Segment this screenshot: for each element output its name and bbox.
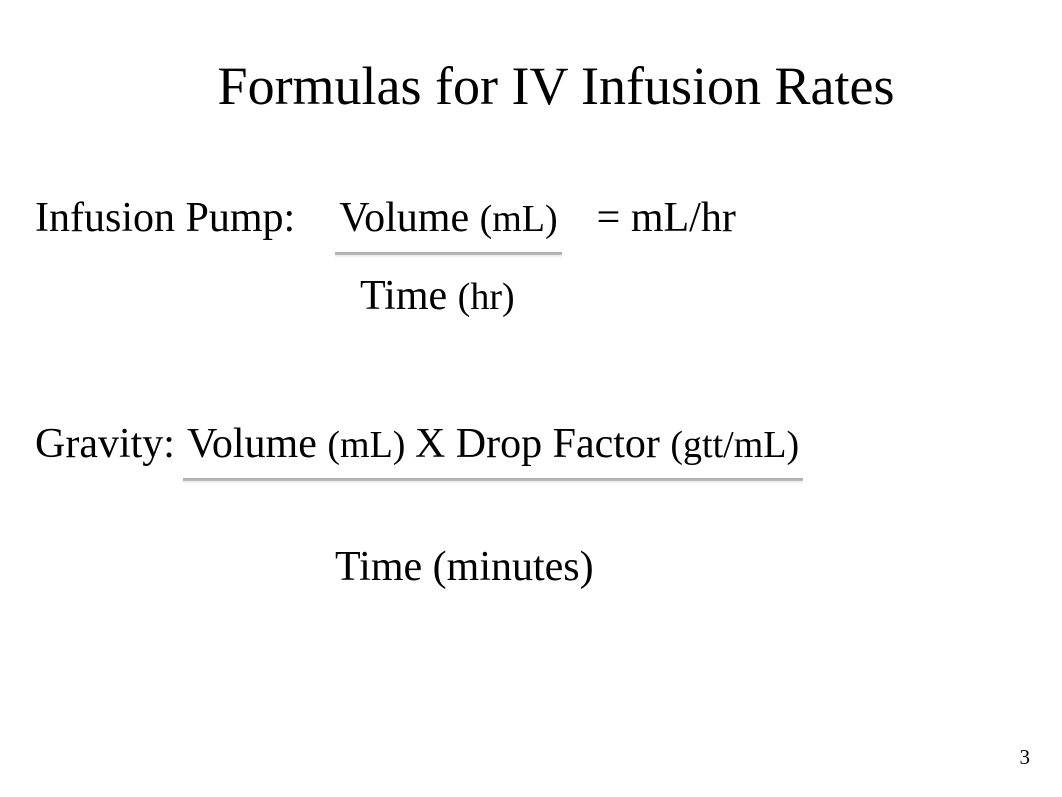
slide-content: Infusion Pump: Volume (mL) = mL/hr Time … <box>35 187 1027 599</box>
slide-container: Formulas for IV Infusion Rates Infusion … <box>0 0 1062 797</box>
pump-formula-row: Infusion Pump: Volume (mL) = mL/hr <box>35 187 1027 255</box>
gravity-num-unit2: (gtt/mL) <box>670 424 799 466</box>
pump-numerator-unit: (mL) <box>480 198 558 240</box>
slide-title: Formulas for IV Infusion Rates <box>35 55 1027 117</box>
pump-result: = mL/hr <box>597 187 736 250</box>
gravity-num-a: Volume <box>187 421 327 467</box>
gravity-num-b: X Drop Factor <box>415 421 670 467</box>
gravity-formula-row: Gravity: Volume (mL) X Drop Factor (gtt/… <box>35 413 1027 481</box>
pump-denom-unit: (hr) <box>458 276 515 318</box>
pump-numerator-text: Volume <box>339 195 479 241</box>
pump-label: Infusion Pump: <box>35 187 295 250</box>
pump-denominator: Time (hr) <box>35 265 1027 328</box>
gravity-denominator: Time (minutes) <box>35 536 1027 599</box>
page-number: 3 <box>1020 745 1031 770</box>
gravity-label: Gravity: <box>35 413 175 476</box>
gravity-num-unit: (mL) <box>327 424 415 466</box>
spacer <box>35 328 1027 413</box>
pump-denom-text: Time <box>360 273 458 319</box>
gravity-numerator: Volume (mL) X Drop Factor (gtt/mL) <box>183 413 803 481</box>
pump-numerator: Volume (mL) <box>335 187 561 255</box>
